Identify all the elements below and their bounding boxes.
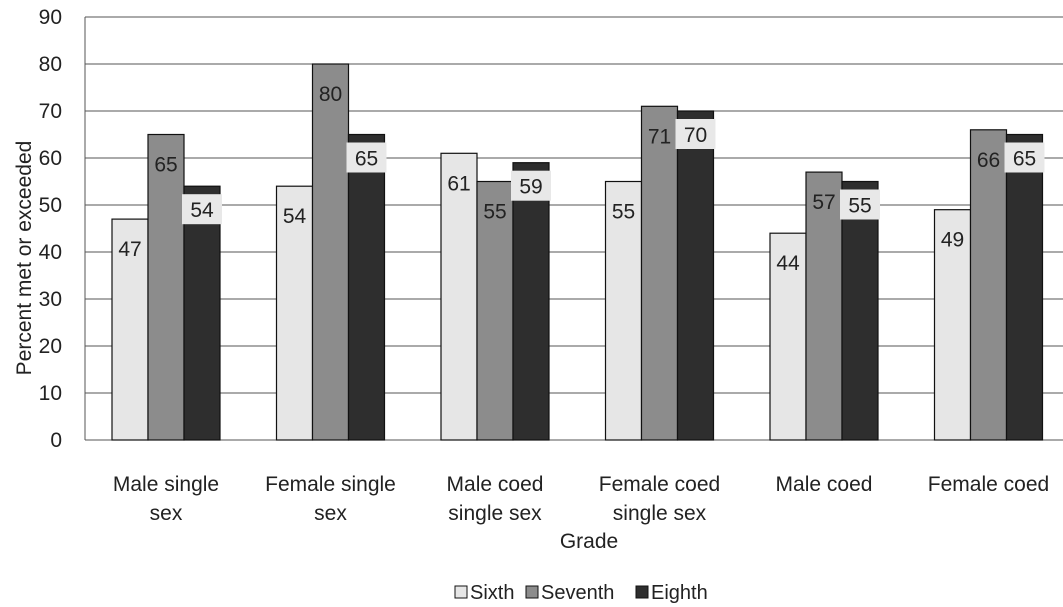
data-label: 61 (447, 172, 470, 195)
data-label-box (346, 142, 387, 173)
data-label-box (511, 170, 551, 201)
bar (969, 129, 1008, 441)
x-category-label: single sex (448, 502, 542, 525)
legend-swatch (454, 585, 468, 599)
x-category-labels: Male single sex Female single sex Male coed s… (113, 473, 1049, 525)
bar (147, 133, 185, 441)
data-label: 80 (319, 83, 342, 106)
x-category-label: Female coed (928, 473, 1049, 496)
data-label: 55 (848, 195, 871, 218)
y-tick-labels: 0 10 20 30 40 50 60 70 80 90 (39, 6, 62, 452)
x-axis-title: Grade (560, 530, 618, 553)
bar (440, 152, 478, 441)
y-tick-label: 80 (39, 53, 62, 76)
x-category-label: single sex (613, 502, 707, 525)
y-tick-label: 10 (39, 382, 62, 405)
x-category-label: Female coed (599, 473, 720, 496)
data-label: 55 (612, 201, 635, 224)
data-label: 59 (519, 176, 542, 199)
bar (933, 209, 972, 441)
data-label: 71 (648, 125, 671, 148)
bar (805, 171, 843, 441)
x-category-label: Male single (113, 473, 219, 496)
bar (640, 105, 679, 441)
data-label: 65 (154, 154, 177, 177)
data-label: 47 (118, 238, 141, 261)
x-category-label: Female single (265, 473, 396, 496)
x-category-label: Male coed (776, 473, 873, 496)
bar (183, 185, 221, 441)
data-label: 49 (941, 229, 964, 252)
bar (275, 185, 314, 441)
y-tick-label: 70 (39, 100, 62, 123)
bar (311, 63, 350, 441)
y-axis-title: Percent met or exceeded (13, 141, 36, 376)
data-labels: 47 65 54 54 80 65 61 55 59 55 71 70 44 57 55 49 66 65 (118, 83, 1045, 275)
data-label: 66 (977, 149, 1000, 172)
data-label: 44 (776, 252, 800, 275)
bar (841, 180, 879, 441)
bar (111, 218, 149, 441)
legend-label: Seventh (541, 582, 614, 604)
data-label: 57 (812, 191, 835, 214)
y-tick-label: 90 (39, 6, 62, 29)
legend-swatch (635, 585, 649, 599)
data-label: 54 (190, 199, 214, 222)
bar (512, 162, 550, 441)
x-category-label: Male coed (447, 473, 544, 496)
gridlines (84, 16, 1063, 441)
legend-swatch (525, 585, 539, 599)
data-label: 54 (283, 205, 307, 228)
bar (604, 180, 643, 441)
bar (676, 110, 715, 441)
legend-label: Sixth (470, 582, 514, 604)
data-label-box (840, 189, 880, 220)
data-label-box (1004, 142, 1045, 173)
y-tick-label: 60 (39, 147, 62, 170)
bar (769, 232, 807, 441)
data-label-box (675, 119, 716, 149)
data-label: 70 (684, 124, 707, 147)
x-category-label: sex (314, 502, 347, 525)
bar (347, 133, 386, 441)
data-label: 55 (483, 201, 506, 224)
y-tick-label: 20 (39, 335, 62, 358)
y-tick-label: 40 (39, 241, 62, 264)
data-label-box (182, 194, 222, 225)
x-category-label: sex (150, 502, 183, 525)
legend-label: Eighth (651, 582, 708, 604)
y-tick-label: 0 (50, 429, 62, 452)
bar (1005, 133, 1044, 441)
bars (111, 63, 1044, 441)
y-tick-label: 50 (39, 194, 62, 217)
data-label: 65 (355, 148, 378, 171)
legend: Sixth Seventh Eighth (454, 582, 708, 604)
y-tick-label: 30 (39, 288, 62, 311)
data-label: 65 (1013, 148, 1036, 171)
